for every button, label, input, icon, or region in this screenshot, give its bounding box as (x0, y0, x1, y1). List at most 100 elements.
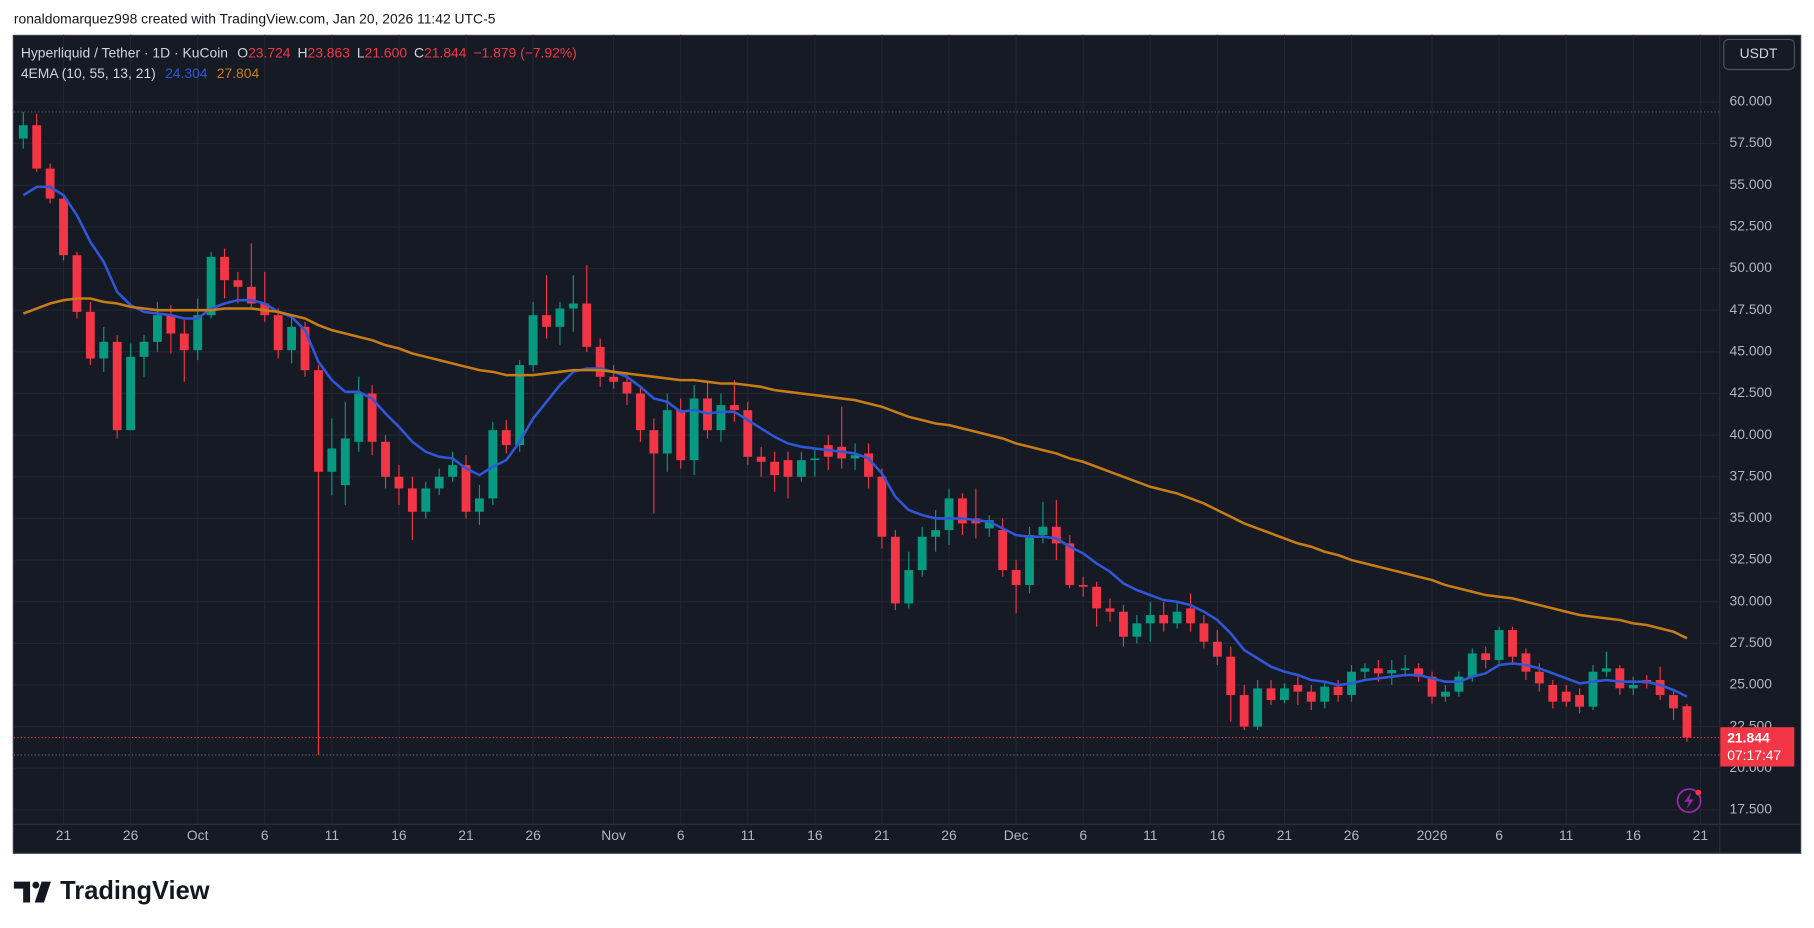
candle-body (555, 308, 565, 327)
candle-body (246, 286, 256, 304)
candle-body (622, 381, 632, 394)
candle-body (434, 476, 444, 489)
y-tick-label: 32.500 (1730, 551, 1773, 567)
alert-circle[interactable] (1676, 788, 1702, 814)
alert-bolt[interactable] (1684, 792, 1694, 809)
ema-value: 27.804 (217, 65, 260, 81)
candle-body (542, 315, 551, 327)
x-tick-label: 6 (1079, 827, 1087, 843)
candle-body (676, 410, 686, 461)
candle-body (1561, 691, 1571, 702)
y-tick-label: 47.500 (1730, 301, 1773, 317)
candle-body (1615, 668, 1625, 689)
price-tag-value: 21.844 (1727, 729, 1770, 745)
logo-text[interactable]: TradingView (60, 877, 210, 905)
currency[interactable]: USDT (1740, 45, 1778, 61)
candle-body (488, 430, 498, 499)
currency-button[interactable]: USDT (1723, 38, 1795, 71)
candle-body (220, 256, 229, 281)
candle-body (810, 458, 820, 461)
y-tick-label: 60.000 (1730, 93, 1773, 109)
alert-icon[interactable] (1676, 788, 1702, 814)
x-tick-label: 21 (874, 827, 890, 843)
candle-body (1092, 586, 1102, 609)
candle-body (1132, 623, 1142, 637)
candle-body (595, 346, 605, 377)
candle-body (273, 315, 283, 351)
y-tick-label: 45.000 (1730, 342, 1773, 358)
ohlc-key: L (357, 44, 365, 60)
x-tick-label: 11 (1559, 827, 1574, 843)
candle-body (931, 530, 941, 537)
y-tick-label: 52.500 (1730, 218, 1773, 234)
ohlc-value: 21.844 (424, 44, 467, 60)
candle-body (126, 356, 136, 431)
indicator-legend: 4EMA (10, 55, 13, 21) 24.304 27.804 (21, 65, 260, 81)
candle-body (1481, 653, 1491, 661)
header: ronaldomarquez998 created with TradingVi… (14, 10, 496, 26)
candle-body (1212, 641, 1222, 657)
candle-body (1186, 608, 1195, 624)
x-tick-label: Oct (187, 827, 209, 843)
candle-body (327, 448, 337, 472)
alert-dot[interactable] (1695, 789, 1702, 796)
candle-body (1400, 668, 1410, 671)
candle-body (1025, 535, 1034, 586)
candle-body (421, 488, 431, 512)
y-tick-label: 57.500 (1730, 134, 1773, 150)
candle-body (1078, 585, 1088, 587)
candle-body (850, 455, 860, 459)
candle-body (1454, 676, 1464, 692)
candle-body (609, 376, 619, 382)
candle-body (340, 438, 350, 486)
candle-body (783, 460, 793, 477)
ohlc-key: O (237, 44, 248, 60)
candle-body (139, 341, 149, 357)
candle-body (515, 365, 525, 446)
indicator: 4EMA (10, 55, 13, 21) (21, 65, 156, 81)
currency-button-frame[interactable] (1723, 38, 1795, 71)
candle-body (367, 393, 377, 442)
candle-body (1320, 686, 1330, 702)
candle-body (877, 476, 887, 537)
candle-body (1293, 685, 1303, 692)
candle-body (729, 405, 739, 411)
candle-body (1373, 668, 1383, 674)
ohlc-key: H (297, 44, 307, 60)
candle-body (998, 530, 1008, 571)
candle-body (689, 398, 699, 461)
candle-body (1145, 615, 1155, 624)
x-tick-label: 21 (56, 827, 72, 843)
candle-body (72, 255, 82, 312)
candle-body (85, 311, 95, 359)
candle-body (1414, 668, 1424, 677)
x-tick-label: 16 (1210, 827, 1226, 843)
candle-body (1038, 526, 1048, 536)
y-tick-label: 55.000 (1730, 176, 1773, 192)
ohlc-value: 23.724 (248, 44, 291, 60)
logo-mark-slash[interactable] (34, 881, 51, 903)
candle-body (1119, 611, 1128, 637)
candle-body (1441, 691, 1450, 697)
symbol-legend: Hyperliquid / Tether · 1D · KuCoin O23.72… (21, 44, 577, 60)
logo-mark[interactable] (13, 881, 31, 903)
x-tick-label: 16 (807, 827, 823, 843)
x-tick-label: 21 (1693, 827, 1709, 843)
price-tag-countdown: 07:17:47 (1727, 747, 1781, 763)
candle-body (314, 370, 323, 472)
x-tick-label: 21 (1277, 827, 1293, 843)
candle-body (649, 430, 659, 454)
x-tick-label: 16 (391, 827, 407, 843)
logo-mark-dot[interactable] (32, 881, 40, 889)
candle-body (475, 498, 484, 512)
candle-body (300, 326, 310, 371)
logo[interactable]: TradingView (13, 877, 210, 905)
y-tick-label: 37.500 (1730, 467, 1773, 483)
candle-body (1253, 688, 1263, 727)
x-tick-label: 26 (1344, 827, 1360, 843)
candle-body (45, 168, 55, 199)
y-tick-label: 30.000 (1730, 592, 1773, 608)
candle-body (743, 410, 753, 457)
candle-body (1226, 656, 1236, 696)
